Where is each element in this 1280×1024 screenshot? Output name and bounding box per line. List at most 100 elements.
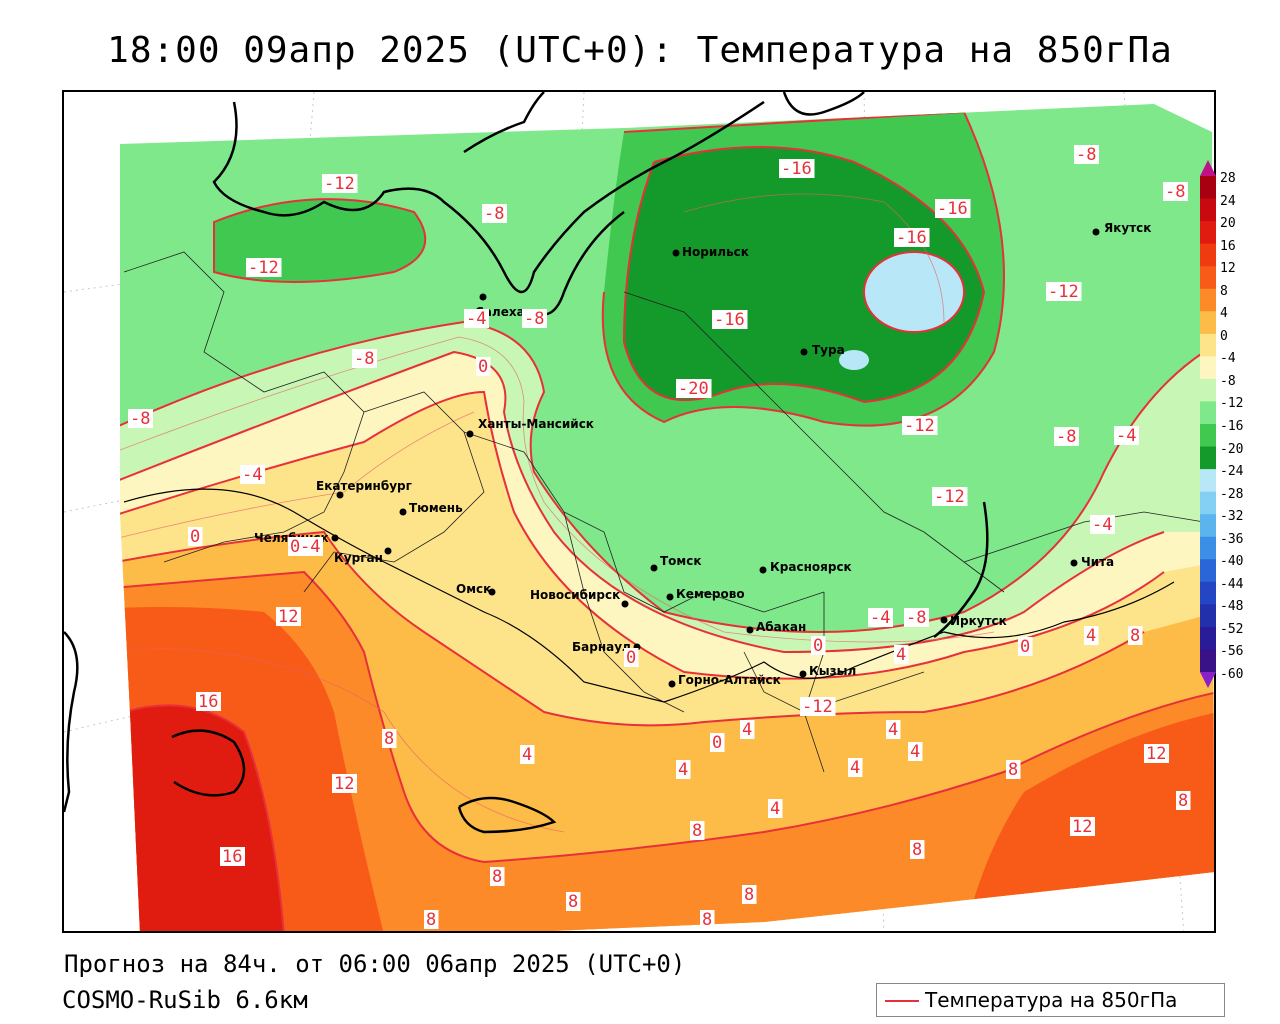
isotherm-value-label: 0 <box>188 527 203 547</box>
isotherm-value-label: 12 <box>276 607 301 627</box>
city-kemerovo[interactable]: Кемерово <box>666 587 745 601</box>
svg-text:-12: -12 <box>1048 282 1079 302</box>
colorbar-swatch <box>1200 198 1216 222</box>
colorbar-swatch <box>1200 491 1216 515</box>
svg-text:8: 8 <box>702 910 712 930</box>
colorbar-swatch <box>1200 559 1216 583</box>
city-omsk[interactable]: Омск <box>456 582 496 596</box>
city-khanty-mansiysk[interactable]: Ханты-Мансийск <box>466 417 594 438</box>
colorbar-tick-label: -44 <box>1220 576 1244 592</box>
colorbar-tick-label: 8 <box>1220 283 1228 299</box>
isotherm-value-label: -4 <box>1090 515 1115 535</box>
city-novosibirsk[interactable]: Новосибирск <box>530 588 629 608</box>
city-tomsk[interactable]: Томск <box>650 554 702 572</box>
svg-text:-12: -12 <box>248 258 279 278</box>
legend: Температура на 850гПа <box>876 983 1225 1017</box>
city-tyumen[interactable]: Тюмень <box>399 501 464 516</box>
isotherm-value-label: 4 <box>848 758 863 778</box>
svg-text:4: 4 <box>896 645 906 665</box>
colorbar-swatch <box>1200 311 1216 335</box>
isotherm-labels: -12-8-12-4 -8-8-8-400 -4012168121688840-12… <box>128 145 1191 930</box>
colorbar-tick-label: -52 <box>1220 621 1244 637</box>
isotherm-value-label: 0 <box>1018 637 1033 657</box>
svg-text:4: 4 <box>770 799 780 819</box>
city-chita[interactable]: Чита <box>1070 555 1115 569</box>
temperature-field <box>120 104 1214 931</box>
temperature-map[interactable]: Салехард Норильск Якутск Тура Ханты-Манс… <box>62 90 1216 933</box>
svg-text:4: 4 <box>678 760 688 780</box>
colorbar-top-arrow <box>1200 160 1216 176</box>
colorbar-tick-label: 12 <box>1220 261 1236 277</box>
colorbar-swatch <box>1200 401 1216 425</box>
isotherm-value-label: 4 <box>768 799 783 819</box>
isotherm-value-label: -8 <box>1054 427 1079 447</box>
city-label: Екатеринбург <box>316 479 412 493</box>
svg-text:8: 8 <box>426 910 436 930</box>
colorbar-swatch <box>1200 333 1216 357</box>
colorbar-tick-label: 20 <box>1220 216 1236 232</box>
svg-text:8: 8 <box>384 729 394 749</box>
colorbar-swatch <box>1200 243 1216 267</box>
colorbar-tick-label: 4 <box>1220 306 1228 322</box>
city-label: Красноярск <box>770 560 852 574</box>
map-title: 18:00 09апр 2025 (UTC+0): Температура на… <box>107 30 1173 71</box>
colorbar <box>1200 160 1216 688</box>
isotherm-value-label: -12 <box>246 258 282 278</box>
city-label: Чита <box>1081 555 1114 569</box>
colorbar-tick-label: 16 <box>1220 238 1236 254</box>
svg-text:8: 8 <box>568 892 578 912</box>
svg-text:0: 0 <box>626 648 636 668</box>
state-border <box>123 488 1175 703</box>
city-krasnoyarsk[interactable]: Красноярск <box>759 560 852 574</box>
city-label: Тура <box>812 343 845 357</box>
svg-text:4: 4 <box>888 720 898 740</box>
colorbar-tick-label: -28 <box>1220 486 1244 502</box>
city-label: Кемерово <box>676 587 745 601</box>
isotherm-value-label: -4 <box>1114 426 1139 446</box>
svg-text:-8: -8 <box>1056 427 1076 447</box>
svg-text:12: 12 <box>1072 817 1092 837</box>
isotherm-value-label: -12 <box>932 487 968 507</box>
isotherm-value-label: 8 <box>382 729 397 749</box>
isotherm-value-label: -12 <box>902 416 938 436</box>
city-irkutsk[interactable]: Иркутск <box>940 614 1007 628</box>
city-tura[interactable]: Тура <box>800 343 845 357</box>
city-label: Абакан <box>756 620 806 634</box>
svg-text:-4: -4 <box>242 465 262 485</box>
svg-text:-12: -12 <box>934 487 965 507</box>
svg-text:0: 0 <box>1020 637 1030 657</box>
isotherm-value-label: 4 <box>740 720 755 740</box>
svg-text:-8: -8 <box>1076 145 1096 165</box>
colorbar-tick-label: -8 <box>1220 373 1236 389</box>
city-abakan[interactable]: Абакан <box>746 620 807 634</box>
colorbar-tick-label: -32 <box>1220 509 1244 525</box>
legend-line-swatch <box>885 1000 919 1002</box>
svg-text:-8: -8 <box>906 608 926 628</box>
map-svg: Салехард Норильск Якутск Тура Ханты-Манс… <box>64 92 1214 931</box>
city-yekaterinburg[interactable]: Екатеринбург <box>316 479 412 499</box>
city-label: Горно-Алтайск <box>678 673 781 687</box>
isotherm-value-label: 4 <box>1084 626 1099 646</box>
svg-text:-8: -8 <box>130 409 150 429</box>
isotherm-value-label: -8 <box>352 349 377 369</box>
colorbar-swatch <box>1200 536 1216 560</box>
svg-text:16: 16 <box>198 692 218 712</box>
isotherm-value-label: 8 <box>910 840 925 860</box>
city-label: Новосибирск <box>530 588 620 602</box>
svg-text:8: 8 <box>1178 791 1188 811</box>
city-norilsk[interactable]: Норильск <box>672 245 749 259</box>
svg-text:-12: -12 <box>904 416 935 436</box>
isotherm-value-label: -8 <box>904 608 929 628</box>
svg-text:4: 4 <box>910 742 920 762</box>
city-kurgan[interactable]: Курган <box>334 547 392 566</box>
svg-text:-12: -12 <box>324 174 355 194</box>
city-gorno-altaysk[interactable]: Горно-Алтайск <box>668 673 781 688</box>
isotherm-value-label: -4 <box>240 465 265 485</box>
isotherm-value-label: -20 <box>676 379 712 399</box>
isotherm-value-label: 0 <box>710 733 725 753</box>
isotherm-value-label: -12 <box>800 697 836 717</box>
city-yakutsk[interactable]: Якутск <box>1092 221 1152 236</box>
isotherm-value-label: -12 <box>1046 282 1082 302</box>
city-kyzyl[interactable]: Кызыл <box>799 664 857 678</box>
colorbar-tick-label: -12 <box>1220 396 1244 412</box>
